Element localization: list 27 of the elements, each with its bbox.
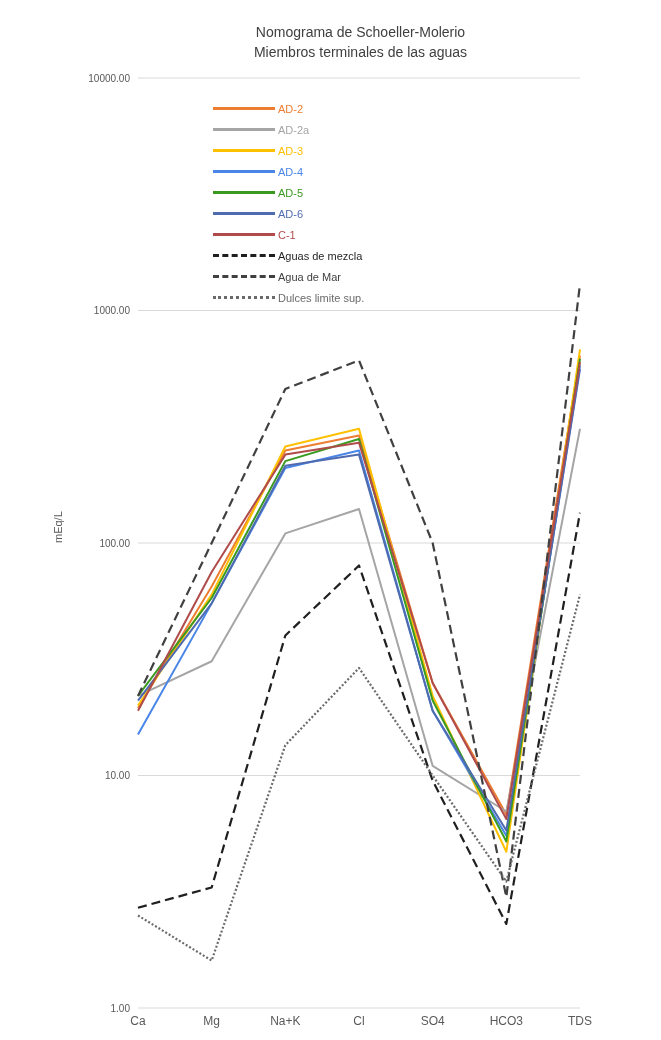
text: AD-6	[278, 207, 304, 220]
y-tick-label: 10.00	[104, 770, 131, 782]
x-tick-label: SO4	[420, 1013, 445, 1028]
text: AD-4	[278, 165, 304, 178]
y-axis-title: mEq/L	[51, 511, 64, 543]
chart-title: Nomograma de Schoeller-Molerio	[254, 23, 467, 42]
x-tick-label: Cl	[353, 1013, 365, 1028]
x-tick-label: Ca	[130, 1013, 146, 1028]
text: AD-5	[278, 186, 304, 199]
text: AD-2a	[278, 123, 310, 136]
x-tick-label: HCO3	[489, 1013, 524, 1028]
text: Agua de Mar	[278, 270, 341, 283]
chart-subtitle: Miembros terminales de las aguas	[252, 43, 469, 62]
x-tick-label: Mg	[203, 1013, 220, 1028]
text: Dulces limite sup.	[278, 291, 365, 304]
text: C-1	[278, 228, 296, 241]
text: Aguas de mezcla	[278, 249, 363, 262]
line-series	[136, 593, 582, 962]
x-tick-label: TDS	[568, 1013, 592, 1028]
text: AD-2	[278, 102, 304, 115]
text: AD-3	[278, 144, 304, 157]
line-series	[137, 427, 581, 813]
x-tick-label: Na+K	[270, 1013, 301, 1028]
y-tick-label: 100.00	[99, 537, 131, 549]
y-tick-label: 1.00	[110, 1002, 131, 1014]
y-tick-label: 10000.00	[88, 72, 131, 84]
y-tick-label: 1000.00	[93, 305, 131, 317]
